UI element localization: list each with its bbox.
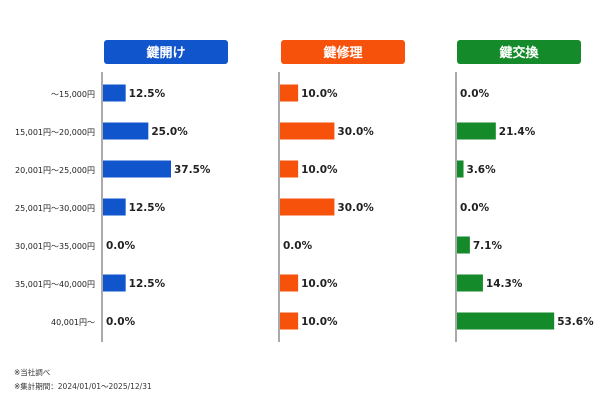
- bar: [280, 312, 299, 330]
- data-label: 0.0%: [283, 240, 313, 252]
- series-header-1: [104, 40, 228, 64]
- data-label: 10.0%: [301, 316, 338, 328]
- category-label: ～15,000円: [51, 90, 95, 99]
- data-label: 25.0%: [151, 126, 188, 138]
- bar: [457, 236, 470, 254]
- bar: [103, 274, 126, 292]
- data-label: 14.3%: [486, 278, 523, 290]
- series-header-3: [457, 40, 581, 64]
- data-label: 7.1%: [473, 240, 503, 252]
- bar: [103, 198, 126, 216]
- data-label: 12.5%: [129, 278, 166, 290]
- bar: [280, 198, 335, 216]
- data-label: 0.0%: [460, 88, 490, 100]
- bar: [280, 274, 299, 292]
- category-label: 20,001円～25,000円: [15, 166, 95, 175]
- data-label: 53.6%: [557, 316, 594, 328]
- source-note: ※当社調べ: [14, 368, 51, 377]
- data-label: 10.0%: [301, 88, 338, 100]
- series-header-label: 鍵修理: [323, 45, 362, 61]
- category-label: 35,001円～40,000円: [15, 280, 95, 289]
- data-label: 12.5%: [129, 202, 166, 214]
- category-label: 30,001円～35,000円: [15, 242, 95, 251]
- category-label: 40,001円～: [51, 318, 95, 327]
- series-header-2: [281, 40, 405, 64]
- data-label: 37.5%: [174, 164, 211, 176]
- data-label: 21.4%: [499, 126, 536, 138]
- bar: [457, 160, 464, 178]
- bar: [457, 312, 555, 330]
- data-label: 12.5%: [129, 88, 166, 100]
- series-header-label: 鍵開け: [146, 45, 185, 61]
- data-label: 10.0%: [301, 164, 338, 176]
- bar: [280, 122, 335, 140]
- bar: [103, 122, 149, 140]
- category-label: 15,001円～20,000円: [15, 128, 95, 137]
- data-label: 30.0%: [337, 126, 374, 138]
- bar: [280, 160, 299, 178]
- bar: [457, 274, 483, 292]
- bar: [103, 84, 126, 102]
- data-label: 3.6%: [467, 164, 497, 176]
- series-header-label: 鍵交換: [499, 45, 539, 61]
- data-label: 0.0%: [106, 240, 136, 252]
- bar: [457, 122, 496, 140]
- bar: [103, 160, 171, 178]
- data-label: 0.0%: [106, 316, 136, 328]
- period-note: ※集計期間：2024/01/01～2025/12/31: [14, 382, 152, 391]
- bar: [280, 84, 299, 102]
- data-label: 0.0%: [460, 202, 490, 214]
- data-label: 10.0%: [301, 278, 338, 290]
- category-label: 25,001円～30,000円: [15, 204, 95, 213]
- data-label: 30.0%: [337, 202, 374, 214]
